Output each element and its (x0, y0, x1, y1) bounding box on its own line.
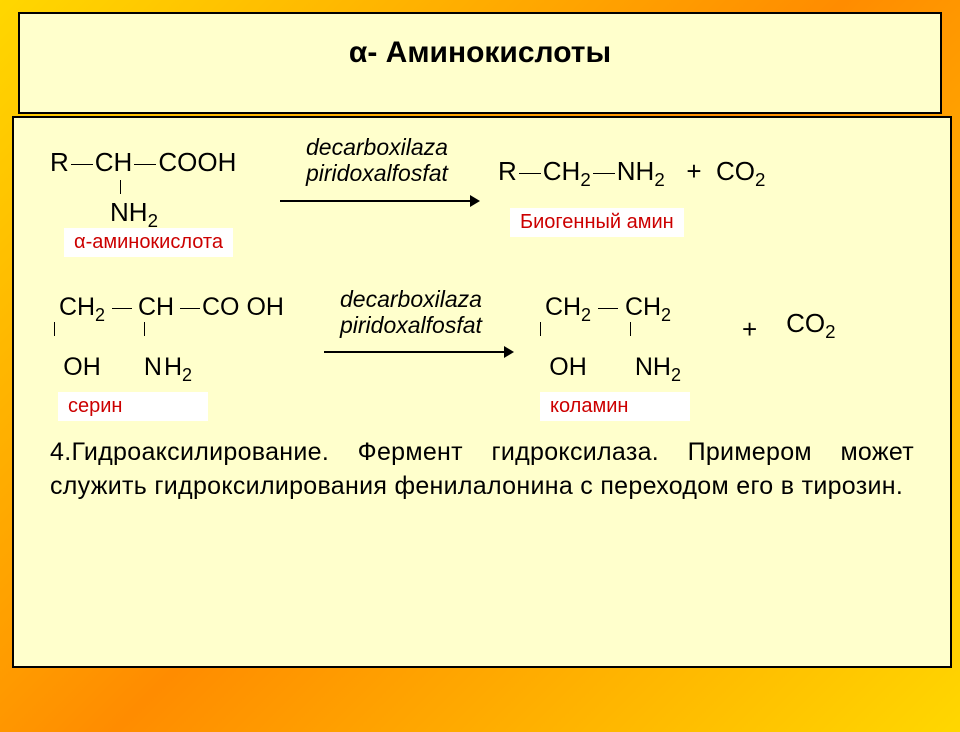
bond-icon (540, 322, 596, 336)
r2-product: CH2 CH2 OH NH2 (540, 290, 686, 388)
r2-reactant: CH2 CH CO OH OH NH2 (54, 290, 284, 388)
slide-title: α- Аминокислоты (18, 12, 942, 114)
bond-icon (180, 308, 200, 309)
r1-NH2: NH2 (106, 197, 158, 227)
bond-icon (593, 173, 615, 174)
r1-reactant-label: α-аминокислота (64, 228, 233, 257)
r1-CH: CH (95, 147, 133, 177)
arrow-icon (324, 343, 514, 361)
bond-icon (630, 322, 686, 336)
body-paragraph: 4.Гидроаксилирование. Фермент гидроксила… (50, 436, 914, 504)
r1-enzyme-label: decarboxilaza piridoxalfosfat (306, 134, 448, 187)
r2-enzyme-label: decarboxilaza piridoxalfosfat (340, 286, 482, 339)
r1-R: R (50, 147, 69, 177)
title-text: α- Аминокислоты (349, 36, 611, 69)
r1-arrow (280, 192, 480, 210)
r2-plus-co2: + CO2 (742, 314, 836, 349)
content-panel: R CH COOH NH2 decarboxilaza piridoxalfosfa… (12, 116, 952, 668)
r2-product-label: коламин (540, 392, 690, 421)
bond-icon (54, 322, 110, 336)
bond-icon (144, 322, 188, 336)
bond-icon (120, 180, 236, 194)
bond-icon (598, 308, 618, 309)
reaction-1: RCHCOOH NH2 decarboxilaza piridoxalfosfa… (50, 144, 914, 262)
reaction-2: CH2 CH CO OH OH NH2 decarboxilaza pirido… (50, 290, 914, 430)
r2-arrow (324, 343, 514, 361)
bond-icon (134, 164, 156, 165)
r1-COOH: COOH (158, 147, 236, 177)
reaction1-reactant: R CH COOH NH2 (50, 144, 236, 235)
r2-reactant-label: серин (58, 392, 208, 421)
arrow-icon (280, 192, 480, 210)
bond-icon (71, 164, 93, 165)
bond-icon (519, 173, 541, 174)
r1-product: RCH2NH2 + CO2 (498, 156, 765, 191)
r1-product-label: Биогенный амин (510, 208, 684, 237)
bond-icon (112, 308, 132, 309)
